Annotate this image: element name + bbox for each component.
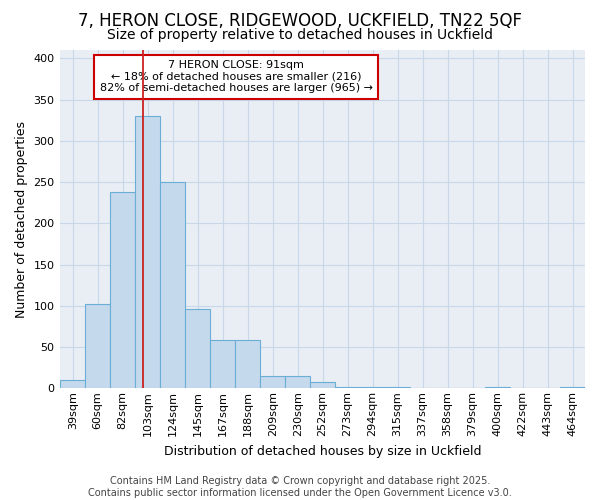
- Bar: [360, 386, 385, 388]
- Text: 7, HERON CLOSE, RIDGEWOOD, UCKFIELD, TN22 5QF: 7, HERON CLOSE, RIDGEWOOD, UCKFIELD, TN2…: [78, 12, 522, 30]
- Bar: [285, 376, 310, 388]
- Bar: [310, 382, 335, 388]
- Bar: [110, 192, 135, 388]
- Bar: [160, 182, 185, 388]
- Bar: [60, 380, 85, 388]
- Bar: [210, 340, 235, 388]
- Text: 7 HERON CLOSE: 91sqm
← 18% of detached houses are smaller (216)
82% of semi-deta: 7 HERON CLOSE: 91sqm ← 18% of detached h…: [100, 60, 373, 94]
- Text: Size of property relative to detached houses in Uckfield: Size of property relative to detached ho…: [107, 28, 493, 42]
- Bar: [235, 340, 260, 388]
- Bar: [85, 304, 110, 388]
- Bar: [260, 376, 285, 388]
- Text: Contains HM Land Registry data © Crown copyright and database right 2025.
Contai: Contains HM Land Registry data © Crown c…: [88, 476, 512, 498]
- Bar: [135, 116, 160, 388]
- Bar: [335, 386, 360, 388]
- X-axis label: Distribution of detached houses by size in Uckfield: Distribution of detached houses by size …: [164, 444, 481, 458]
- Bar: [185, 309, 210, 388]
- Y-axis label: Number of detached properties: Number of detached properties: [15, 120, 28, 318]
